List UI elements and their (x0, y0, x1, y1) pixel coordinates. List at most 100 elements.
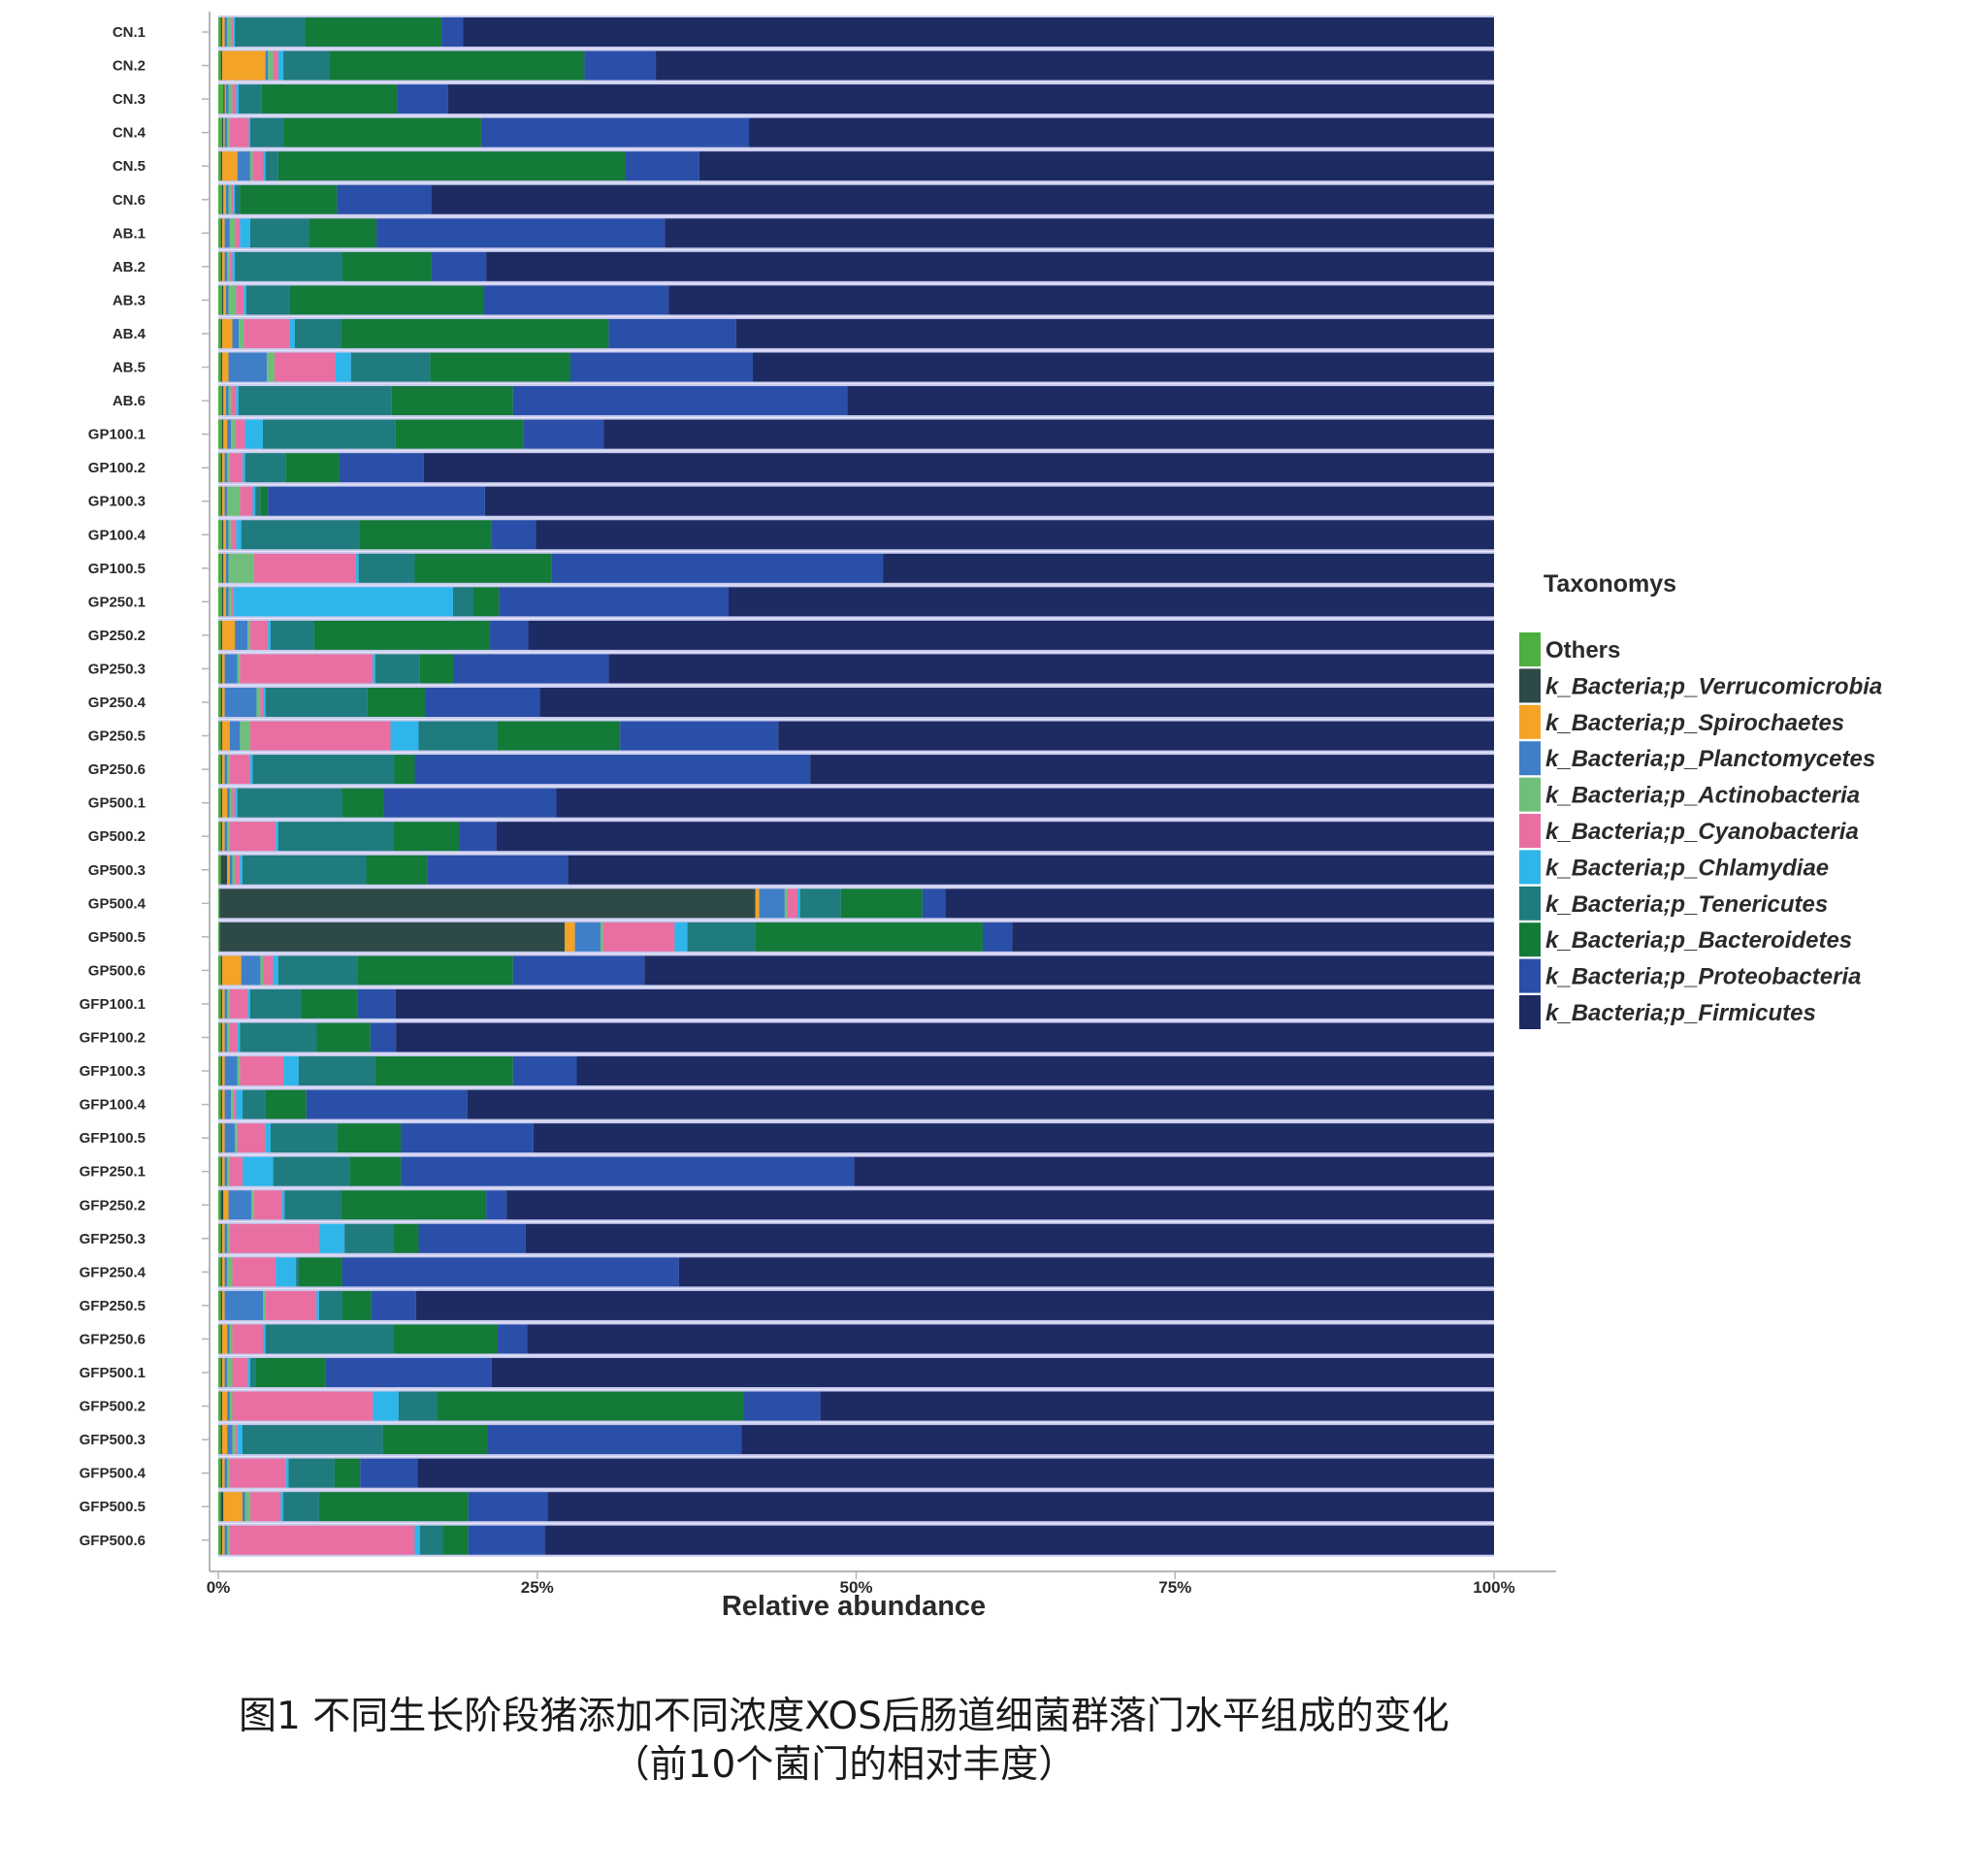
bar-segment (418, 1223, 526, 1253)
y-tick-label: AB.6 (113, 393, 146, 409)
bar-segment (229, 117, 249, 147)
bar-segment (265, 1123, 271, 1153)
bar-segment (784, 889, 788, 919)
bar-segment (253, 1190, 282, 1220)
y-tick-label: GFP500.6 (80, 1533, 146, 1549)
bar-segment (247, 1358, 250, 1387)
bar-segment (220, 1391, 222, 1421)
bar-segment (277, 955, 358, 986)
bar-segment (249, 755, 253, 785)
bar-segment (337, 184, 432, 214)
bar-segment (221, 988, 225, 1019)
x-axis-tick-labels: 0% 25% 50% 75% 100% (207, 1571, 1515, 1597)
bar-segment (221, 1458, 225, 1488)
bar-segment (241, 955, 261, 986)
bar-segment (249, 620, 269, 650)
bar-row-GP250.1 (218, 585, 1494, 619)
bar-segment (283, 50, 330, 81)
bar-segment (620, 721, 779, 751)
bar-segment (414, 755, 811, 785)
bar-segment (341, 318, 609, 348)
bar-segment (221, 1056, 225, 1086)
bar-segment (233, 1089, 237, 1119)
bar-segment (341, 251, 432, 281)
bar-row-GFP250.2 (218, 1188, 1494, 1222)
bar-segment (235, 1123, 238, 1153)
bar-segment (499, 587, 729, 617)
bar-segment (359, 520, 492, 550)
bar-segment (374, 654, 420, 684)
bar-segment (227, 1458, 230, 1488)
y-tick-label: CN.3 (113, 91, 146, 108)
bar-segment (235, 620, 248, 650)
bar-segment (277, 50, 284, 81)
bar-segment (687, 922, 756, 952)
bar-segment (437, 1391, 744, 1421)
bar-row-GFP100.2 (218, 1020, 1494, 1054)
bar-segment (401, 1123, 534, 1153)
bar-segment (656, 50, 1494, 81)
bar-segment (218, 855, 221, 885)
bar-segment (281, 1190, 285, 1220)
x-axis-label: Relative abundance (722, 1591, 986, 1622)
bar-segment (341, 1257, 679, 1287)
bar-segment (252, 151, 264, 181)
legend-item: k_Bacteria;p_Tenericutes (1519, 886, 1828, 921)
legend-item: k_Bacteria;p_Actinobacteria (1519, 777, 1860, 812)
bar-segment (221, 352, 229, 382)
bar-segment (218, 251, 221, 281)
figure-caption-line1: 图1 不同生长阶段猪添加不同浓度XOS后肠道细菌群落门水平组成的变化 (239, 1695, 1449, 1738)
bar-row-GFP250.3 (218, 1221, 1494, 1255)
bar-segment (218, 889, 220, 919)
bar-segment (249, 117, 284, 147)
bar-segment (218, 17, 221, 47)
bar-segment (273, 50, 278, 81)
legend-swatch (1519, 958, 1541, 993)
bar-segment (229, 1458, 286, 1488)
bar-segment (425, 688, 540, 717)
bar-segment (244, 453, 286, 483)
bar-segment (668, 285, 1494, 315)
bar-segment (227, 419, 232, 449)
bar-row-AB.2 (218, 249, 1494, 283)
bar-segment (218, 922, 220, 952)
bar-segment (341, 1190, 487, 1220)
bar-row-GFP500.5 (218, 1490, 1494, 1524)
bar-segment (512, 386, 848, 416)
bar-segment (391, 386, 513, 416)
bar-segment (229, 1156, 244, 1186)
bar-segment (227, 1425, 233, 1455)
bar-segment (547, 1492, 1494, 1522)
bar-segment (232, 1391, 374, 1421)
bar-segment (220, 654, 222, 684)
bar-row-GP500.6 (218, 954, 1494, 987)
bar-segment (820, 1391, 1494, 1421)
bar-segment (221, 822, 225, 852)
bar-segment (441, 17, 464, 47)
legend-swatch (1519, 995, 1541, 1029)
bar-segment (228, 520, 232, 550)
bar-segment (260, 955, 264, 986)
bar-segment (232, 1358, 248, 1387)
bar-row-GP250.3 (218, 652, 1494, 686)
bar-segment (239, 84, 262, 114)
bar-segment (229, 1223, 319, 1253)
bar-segment (235, 251, 342, 281)
legend-title: Taxonomys (1544, 570, 1676, 598)
bar-segment (218, 788, 221, 818)
bar-segment (223, 553, 226, 583)
bar-segment (357, 955, 513, 986)
bar-segment (741, 1425, 1494, 1455)
y-tick-label: AB.2 (113, 259, 146, 275)
bar-segment (236, 84, 240, 114)
bar-segment (417, 1458, 1494, 1488)
y-tick-label: GP100.1 (88, 427, 146, 443)
bar-row-GFP500.3 (218, 1423, 1494, 1457)
bar-segment (232, 1425, 236, 1455)
bar-segment (247, 620, 250, 650)
bar-segment (224, 1358, 228, 1387)
y-tick-label: GP500.3 (88, 862, 146, 879)
bar-segment (221, 17, 225, 47)
bar-segment (393, 822, 460, 852)
bar-segment (759, 889, 785, 919)
